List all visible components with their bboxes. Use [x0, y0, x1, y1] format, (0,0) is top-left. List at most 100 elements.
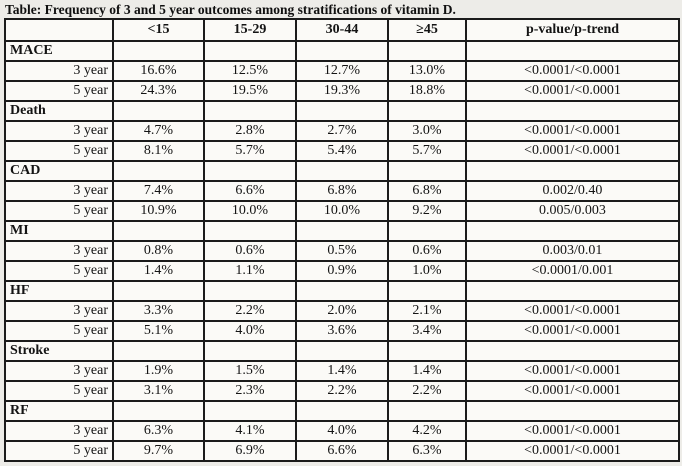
frequency-cell [387, 100, 467, 122]
frequency-cell: 2.2% [203, 300, 297, 322]
frequency-cell: 3.1% [112, 380, 205, 402]
outcome-section-row: CAD [4, 160, 680, 182]
frequency-cell [295, 220, 389, 242]
year-label-cell: 5 year [4, 260, 114, 282]
frequency-cell: 5.7% [203, 140, 297, 162]
column-header: p-value/p-trend [465, 18, 680, 42]
frequency-cell: 4.0% [295, 420, 389, 442]
frequency-cell: 2.2% [295, 380, 389, 402]
frequency-cell: 6.8% [387, 180, 467, 202]
frequency-cell: 0.6% [387, 240, 467, 262]
frequency-cell: 2.0% [295, 300, 389, 322]
frequency-cell: 0.9% [295, 260, 389, 282]
p-value-cell: <0.0001/<0.0001 [465, 80, 680, 102]
column-header: ≥45 [387, 18, 467, 42]
frequency-cell [387, 160, 467, 182]
frequency-cell [112, 280, 205, 302]
frequency-cell: 0.8% [112, 240, 205, 262]
outcome-data-row: 5 year 9.7% 6.9% 6.6% 6.3% <0.0001/<0.0001 [4, 440, 680, 462]
year-label-cell: 5 year [4, 200, 114, 222]
p-value-cell: 0.002/0.40 [465, 180, 680, 202]
outcome-data-row: 5 year 1.4% 1.1% 0.9% 1.0% <0.0001/0.001 [4, 260, 680, 282]
frequency-cell [295, 160, 389, 182]
frequency-cell: 3.4% [387, 320, 467, 342]
frequency-cell: 6.6% [203, 180, 297, 202]
frequency-cell: 16.6% [112, 60, 205, 82]
frequency-cell: 6.8% [295, 180, 389, 202]
frequency-cell [203, 100, 297, 122]
frequency-cell: 0.6% [203, 240, 297, 262]
year-label-cell: 3 year [4, 120, 114, 142]
year-label-cell: 3 year [4, 60, 114, 82]
frequency-cell: 3.3% [112, 300, 205, 322]
column-header: 15-29 [203, 18, 297, 42]
outcome-section-row: MI [4, 220, 680, 242]
p-value-cell: <0.0001/<0.0001 [465, 440, 680, 462]
frequency-cell: 18.8% [387, 80, 467, 102]
year-label-cell: 5 year [4, 380, 114, 402]
p-value-cell: <0.0001/<0.0001 [465, 320, 680, 342]
row-label-column-header [4, 18, 114, 42]
frequency-cell: 1.4% [387, 360, 467, 382]
p-value-cell: <0.0001/<0.0001 [465, 120, 680, 142]
outcome-name-cell: HF [4, 280, 114, 302]
outcome-data-row: 5 year 8.1% 5.7% 5.4% 5.7% <0.0001/<0.0001 [4, 140, 680, 162]
year-label-cell: 5 year [4, 320, 114, 342]
frequency-cell [295, 40, 389, 62]
frequency-cell [203, 340, 297, 362]
outcome-name-cell: Death [4, 100, 114, 122]
frequency-cell [295, 400, 389, 422]
outcome-data-row: 3 year 1.9% 1.5% 1.4% 1.4% <0.0001/<0.0001 [4, 360, 680, 382]
frequency-cell: 12.5% [203, 60, 297, 82]
outcome-data-row: 5 year 24.3% 19.5% 19.3% 18.8% <0.0001/<0.000… [4, 80, 680, 102]
p-value-cell: 0.003/0.01 [465, 240, 680, 262]
frequency-cell: 3.0% [387, 120, 467, 142]
p-value-cell [465, 400, 680, 422]
frequency-cell: 9.2% [387, 200, 467, 222]
p-value-cell: <0.0001/<0.0001 [465, 380, 680, 402]
frequency-cell [387, 280, 467, 302]
frequency-cell: 0.5% [295, 240, 389, 262]
frequency-cell: 8.1% [112, 140, 205, 162]
frequency-cell [387, 340, 467, 362]
frequency-cell [387, 400, 467, 422]
frequency-cell: 1.4% [295, 360, 389, 382]
frequency-cell: 2.1% [387, 300, 467, 322]
frequency-cell: 10.0% [295, 200, 389, 222]
frequency-cell: 4.1% [203, 420, 297, 442]
frequency-cell: 2.7% [295, 120, 389, 142]
p-value-cell: <0.0001/<0.0001 [465, 420, 680, 442]
year-label-cell: 3 year [4, 240, 114, 262]
column-header: 30-44 [295, 18, 389, 42]
table-caption: Table: Frequency of 3 and 5 year outcome… [5, 2, 456, 17]
frequency-cell [112, 220, 205, 242]
frequency-cell: 9.7% [112, 440, 205, 462]
frequency-cell: 2.2% [387, 380, 467, 402]
p-value-cell [465, 40, 680, 62]
frequency-cell: 6.3% [387, 440, 467, 462]
outcome-data-row: 3 year 7.4% 6.6% 6.8% 6.8% 0.002/0.40 [4, 180, 680, 202]
year-label-cell: 3 year [4, 300, 114, 322]
frequency-cell: 1.0% [387, 260, 467, 282]
p-value-cell: <0.0001/<0.0001 [465, 360, 680, 382]
p-value-cell [465, 280, 680, 302]
year-label-cell: 5 year [4, 140, 114, 162]
outcome-section-row: MACE [4, 40, 680, 62]
p-value-cell [465, 160, 680, 182]
outcome-section-row: Death [4, 100, 680, 122]
frequency-cell: 6.9% [203, 440, 297, 462]
frequency-cell: 19.3% [295, 80, 389, 102]
outcome-name-cell: RF [4, 400, 114, 422]
p-value-cell: <0.0001/<0.0001 [465, 60, 680, 82]
frequency-cell [112, 40, 205, 62]
frequency-cell: 13.0% [387, 60, 467, 82]
outcome-section-row: RF [4, 400, 680, 422]
frequency-cell [203, 400, 297, 422]
frequency-cell [387, 220, 467, 242]
frequency-cell: 1.5% [203, 360, 297, 382]
year-label-cell: 3 year [4, 180, 114, 202]
outcome-data-row: 3 year 0.8% 0.6% 0.5% 0.6% 0.003/0.01 [4, 240, 680, 262]
frequency-cell: 1.9% [112, 360, 205, 382]
frequency-cell: 2.3% [203, 380, 297, 402]
